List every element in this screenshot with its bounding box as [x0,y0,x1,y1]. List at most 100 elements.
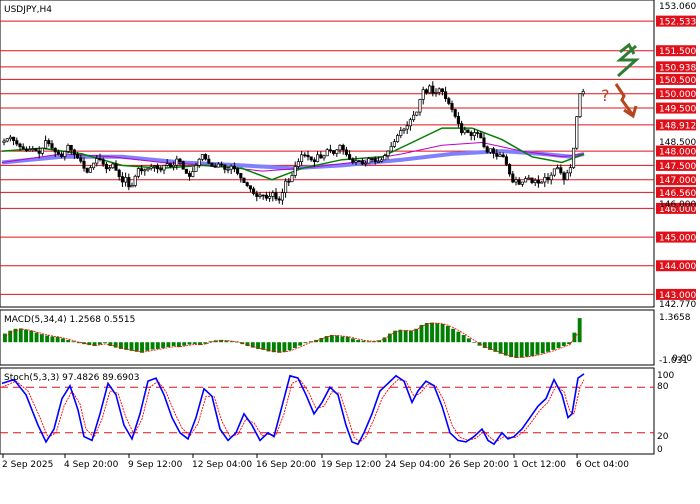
macd-bar [150,342,155,350]
candle [165,159,169,167]
candle [175,155,179,170]
macd-bar [482,342,487,348]
candle [200,154,204,162]
y-axis-label-148500: 148.500 [659,138,696,148]
macd-bar [467,338,471,343]
candle [194,162,198,172]
macd-bar [398,329,403,343]
macd-bar [477,342,482,346]
candle [524,176,528,183]
candle [444,86,448,102]
macd-bar [224,340,229,343]
candle [239,173,243,183]
candle [543,173,547,188]
candle [245,181,249,188]
candle [220,161,224,167]
candle [466,129,470,134]
stoch-main-line [1,373,585,446]
macd-bar [556,342,561,348]
candle [85,167,89,174]
candle [472,128,476,141]
price-label-box-7 [656,145,696,157]
candle [488,148,492,155]
candle [380,157,384,163]
candle [316,151,320,163]
price-label-2: 150.938 [659,63,696,73]
macd-bar [356,339,361,343]
macd-bar [382,337,387,343]
macd-bar [472,342,477,343]
macd-bar [561,342,566,347]
candle [556,164,560,170]
price-label-12: 145.000 [659,234,696,244]
candle [159,165,163,173]
candle [536,175,540,188]
price-lines [0,20,654,295]
candle [280,188,284,205]
candle [104,161,108,174]
candle [95,155,99,167]
candle [376,156,380,163]
candle [540,181,544,184]
macd-bar [266,342,271,352]
macd-bar [87,342,92,346]
candle [66,143,70,154]
candle [63,150,67,161]
candle [514,176,518,186]
price-label-11: 146.000 [659,205,696,215]
macd-bar [546,342,550,352]
price-label-box-8 [656,159,696,171]
candle [197,157,201,168]
candle [76,151,80,160]
price-label-10: 146.560 [659,189,696,199]
stoch-axis-100: 100 [657,371,674,381]
candle [255,190,259,202]
price-label-box-4 [656,88,696,100]
candle [581,88,585,97]
macd-bar [540,342,545,354]
macd-bar [261,342,266,350]
price-label-box-6 [656,119,696,131]
candle [69,144,73,155]
macd-bar [155,342,160,349]
macd-bar [430,322,434,343]
candle [111,162,115,169]
candle [271,190,275,202]
candle [277,196,281,204]
macd-bar [303,342,308,344]
candle [460,120,464,136]
macd-bar [145,342,150,351]
candle [34,147,38,152]
candle [124,172,128,187]
macd-bar [161,342,166,348]
sma-fast-line [1,127,585,181]
macd-bar [76,342,81,344]
candle [485,145,489,154]
price-label-box-9 [656,174,696,186]
macd-bar [461,334,466,343]
candle [15,137,19,147]
candle [428,84,432,94]
price-label-box-12 [656,231,696,243]
price-label-14: 143.000 [659,291,696,301]
candle [184,168,188,174]
macd-bar [108,342,113,347]
macd-bar [29,330,34,343]
macd-bar [519,342,524,358]
candle [156,163,160,174]
candle [264,191,268,201]
candle [312,157,316,167]
macd-bar [177,342,181,348]
candle [520,181,524,187]
candle [370,158,374,163]
sma-slow-line [1,141,585,172]
candle [495,149,499,160]
macd-bar [18,328,23,343]
price-label-box-0 [656,15,696,27]
candle [348,150,352,161]
candle [405,121,409,134]
candle [309,156,313,162]
macd-bar [525,342,529,357]
candle [213,163,217,168]
x-axis-label: 24 Sep 04:00 [385,460,445,470]
